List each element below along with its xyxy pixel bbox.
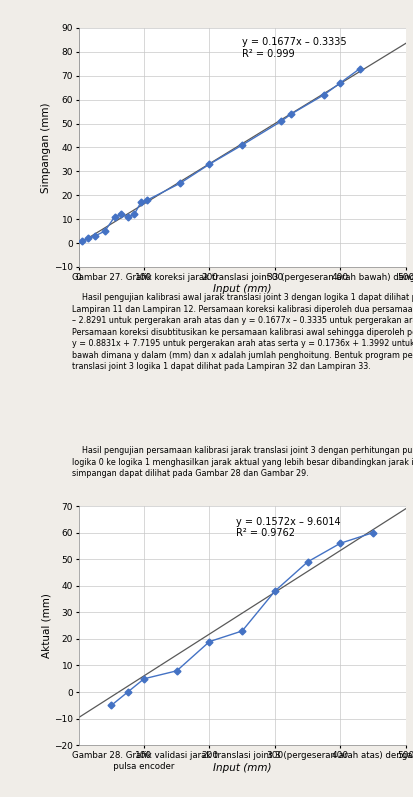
Text: y = 0.1677x – 0.3335
R² = 0.999: y = 0.1677x – 0.3335 R² = 0.999 xyxy=(242,37,346,59)
Y-axis label: Simpangan (mm): Simpangan (mm) xyxy=(41,102,51,193)
Text: Hasil pengujian persamaan kalibrasi jarak translasi joint 3 dengan perhitungan p: Hasil pengujian persamaan kalibrasi jara… xyxy=(72,446,413,478)
Text: Hasil pengujian kalibrasi awal jarak translasi joint 3 dengan logika 1 dapat dil: Hasil pengujian kalibrasi awal jarak tra… xyxy=(72,293,413,371)
X-axis label: Input (mm): Input (mm) xyxy=(212,763,271,772)
Text: Gambar 27. Grafik koreksi jarak translasi joint 3 (pergeseran arah bawah) dengan: Gambar 27. Grafik koreksi jarak translas… xyxy=(72,273,413,282)
Text: y = 0.1572x – 9.6014
R² = 0.9762: y = 0.1572x – 9.6014 R² = 0.9762 xyxy=(235,516,339,538)
Text: Gambar 28. Grafik validasi jarak translasi joint 3 (pergeseran arah atas) dengan: Gambar 28. Grafik validasi jarak transla… xyxy=(72,751,413,771)
Y-axis label: Aktual (mm): Aktual (mm) xyxy=(41,593,51,658)
X-axis label: Input (mm): Input (mm) xyxy=(212,285,271,294)
